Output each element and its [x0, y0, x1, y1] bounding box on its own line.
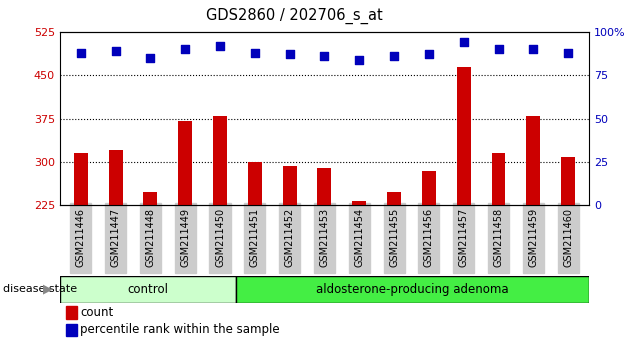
Point — [215, 43, 225, 48]
Bar — [422, 171, 436, 205]
Text: control: control — [127, 283, 169, 296]
Point — [76, 50, 86, 56]
Text: ▶: ▶ — [43, 283, 52, 296]
Text: disease state: disease state — [3, 284, 77, 295]
Point — [563, 50, 573, 56]
Point — [389, 53, 399, 59]
Bar — [527, 116, 541, 205]
FancyBboxPatch shape — [60, 276, 236, 303]
Bar — [491, 153, 505, 205]
Point — [110, 48, 120, 54]
Point — [354, 57, 364, 62]
Point — [493, 46, 503, 52]
Bar — [283, 166, 297, 205]
Text: percentile rank within the sample: percentile rank within the sample — [80, 324, 280, 336]
Bar — [178, 121, 192, 205]
Bar — [108, 150, 122, 205]
Bar — [248, 162, 262, 205]
Point — [459, 39, 469, 45]
Bar — [457, 67, 471, 205]
Point — [285, 52, 295, 57]
Bar — [387, 192, 401, 205]
Point — [180, 46, 190, 52]
Point — [529, 46, 539, 52]
Text: aldosterone-producing adenoma: aldosterone-producing adenoma — [316, 283, 509, 296]
Bar — [74, 153, 88, 205]
Point — [424, 52, 434, 57]
Bar — [352, 201, 366, 205]
Point — [249, 50, 260, 56]
Bar — [318, 168, 331, 205]
Point — [146, 55, 156, 61]
Bar — [144, 192, 158, 205]
Text: count: count — [80, 306, 113, 319]
Bar — [561, 157, 575, 205]
Point — [319, 53, 329, 59]
Bar — [213, 116, 227, 205]
Text: GDS2860 / 202706_s_at: GDS2860 / 202706_s_at — [206, 8, 383, 24]
FancyBboxPatch shape — [236, 276, 589, 303]
